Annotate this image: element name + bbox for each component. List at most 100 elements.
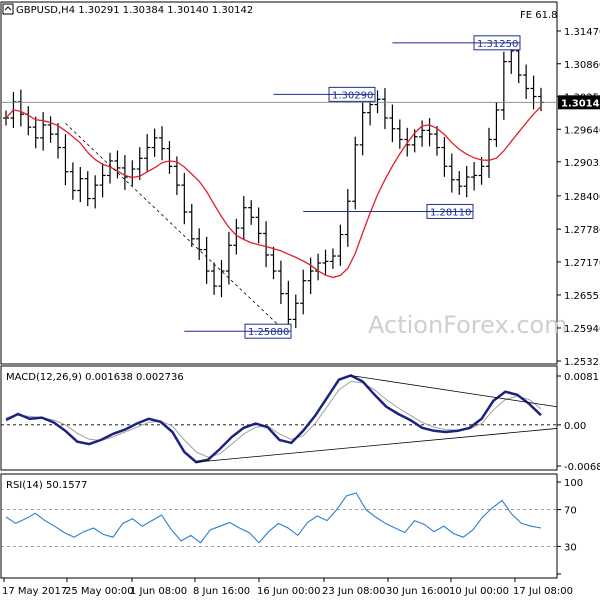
price-bar	[129, 160, 136, 186]
price-bar	[493, 102, 500, 147]
price-bar	[211, 262, 218, 295]
price-annotation-label: 1.31250	[477, 39, 518, 50]
time-tick-label: 30 Jun 16:00	[386, 586, 450, 597]
price-bar	[441, 137, 448, 177]
price-bar	[69, 162, 76, 200]
price-bar	[225, 231, 232, 285]
price-bar	[99, 163, 106, 198]
watermark: ActionForex.com	[368, 311, 568, 339]
price-series-layer: 1.30142	[1, 38, 600, 333]
price-bar	[463, 166, 470, 198]
price-tick-label: 1.27170	[564, 258, 600, 269]
price-tick-label: 1.25940	[564, 324, 600, 335]
rsi-title: RSI(14) 50.1577	[6, 480, 87, 491]
time-tick-label: 17 Jul 08:00	[513, 586, 573, 597]
price-bar	[485, 127, 492, 178]
time-tick-label: 25 May 00:00	[65, 586, 134, 597]
rsi-tick-label: 30	[564, 542, 577, 553]
price-bar	[144, 134, 151, 172]
price-bar	[471, 162, 478, 191]
price-bar	[381, 88, 388, 130]
price-tick-label: 1.27780	[564, 225, 600, 236]
price-bar	[300, 269, 307, 315]
price-bar	[32, 116, 39, 149]
price-bar	[396, 119, 403, 149]
price-bar	[181, 172, 188, 225]
macd-series-layer	[1, 374, 558, 464]
macd-trendline-upper	[350, 375, 558, 408]
time-tick-label: 16 Jun 00:00	[257, 586, 321, 597]
price-bar	[530, 75, 537, 110]
price-bar	[218, 259, 225, 298]
current-price-tag	[558, 95, 600, 110]
price-bar	[337, 224, 344, 266]
price-bar	[315, 253, 322, 281]
price-bar	[389, 104, 396, 143]
price-bar	[538, 87, 544, 112]
price-bar	[240, 196, 247, 240]
macd-panel-frame	[0, 365, 558, 471]
price-bar	[196, 228, 203, 261]
rsi-tick-label: 100	[564, 478, 583, 489]
price-annotation-label: 1.25880	[248, 327, 289, 338]
price-bar	[55, 123, 62, 159]
price-bar	[374, 90, 381, 114]
price-bar	[307, 257, 314, 295]
price-bar	[419, 120, 426, 147]
price-tick-label: 1.29640	[564, 125, 600, 136]
price-bar	[136, 147, 143, 181]
price-tick-label: 1.29035	[564, 158, 600, 169]
price-bar	[255, 207, 262, 244]
price-bar	[292, 294, 299, 329]
rsi-series-layer	[1, 492, 557, 547]
macd-tick-label: 0.008118	[564, 372, 600, 383]
price-bar	[121, 155, 128, 190]
time-tick-label: 10 Jul 00:00	[449, 586, 509, 597]
price-bar	[270, 246, 277, 280]
rsi-line	[5, 492, 542, 544]
price-bar	[40, 112, 47, 151]
symbol-icon	[2, 3, 14, 15]
price-bar	[203, 236, 210, 284]
price-bar	[159, 126, 166, 161]
price-tick-label: 1.28400	[564, 192, 600, 203]
price-bar	[248, 200, 255, 225]
price-bar	[151, 128, 158, 157]
price-bar	[329, 248, 336, 269]
price-bar	[500, 51, 507, 120]
price-annotation-label: 1.30290	[332, 90, 373, 101]
price-bar	[47, 116, 54, 143]
price-tick-label: 1.30860	[564, 60, 600, 71]
price-bar	[433, 125, 440, 156]
symbol-line: GBPUSD,H4 1.30291 1.30384 1.30140 1.3014…	[16, 5, 253, 16]
price-bar	[84, 171, 91, 207]
projection-line	[65, 123, 282, 328]
price-bar	[166, 141, 173, 174]
price-bar	[359, 102, 366, 156]
price-bar	[478, 157, 485, 185]
price-bar	[233, 218, 240, 255]
macd-title: MACD(12,26,9) 0.001638 0.002736	[6, 372, 184, 383]
price-bar	[92, 175, 99, 209]
price-bar	[322, 249, 329, 275]
price-annotation: 1.28110	[303, 203, 474, 219]
macd-trendline-lower	[196, 428, 558, 463]
price-annotation-label: 1.28110	[430, 207, 471, 218]
price-bar	[114, 150, 121, 179]
price-tick-label: 1.26555	[564, 291, 600, 302]
price-bar	[523, 64, 530, 99]
price-panel-frame	[0, 1, 558, 365]
price-bar	[107, 152, 114, 184]
price-bar	[173, 156, 180, 196]
price-bar	[277, 260, 284, 305]
annotation-layer: 1.31250 1.30290 1.28110 1.25880	[184, 35, 521, 339]
price-bar	[17, 89, 24, 127]
price-bar	[188, 203, 195, 247]
price-bar	[62, 134, 69, 186]
chevron-up-icon	[4, 6, 12, 11]
macd-signal-line	[5, 380, 542, 458]
time-tick-label: 17 May 2017	[2, 586, 67, 597]
price-bar	[344, 188, 351, 247]
